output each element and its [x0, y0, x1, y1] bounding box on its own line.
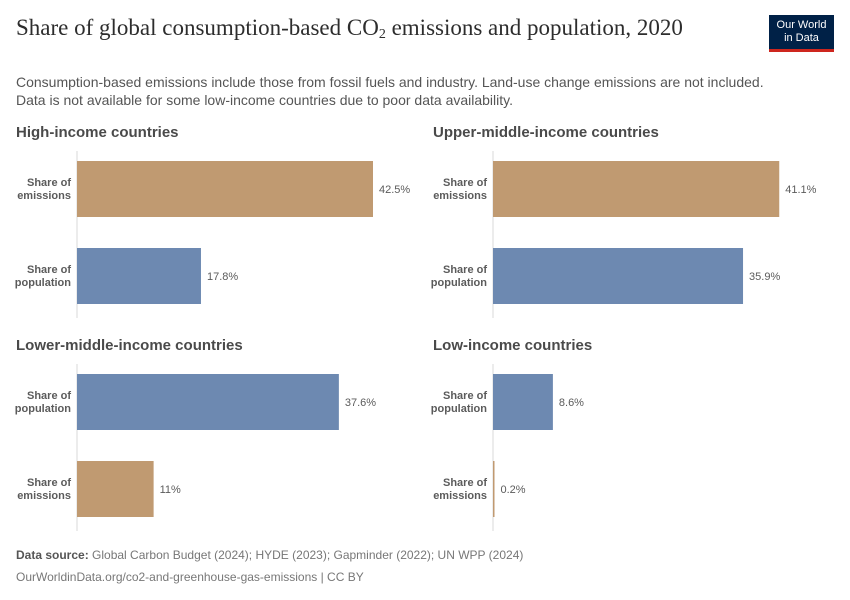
- chart-title: Share of global consumption-based CO2 em…: [16, 14, 716, 49]
- footer-url[interactable]: OurWorldinData.org/co2-and-greenhouse-ga…: [16, 570, 364, 584]
- value-label: 37.6%: [345, 397, 376, 409]
- category-label: Share of emissions: [433, 177, 487, 202]
- value-label: 35.9%: [749, 271, 780, 283]
- subtitle-line-2: Data is not available for some low-incom…: [16, 92, 513, 108]
- category-label: Share of population: [15, 390, 72, 415]
- value-label: 17.8%: [207, 271, 238, 283]
- url-text[interactable]: OurWorldinData.org/co2-and-greenhouse-ga…: [16, 570, 364, 584]
- panel-title: High-income countries: [16, 124, 179, 141]
- bar-population[interactable]: [77, 374, 339, 430]
- bar-population[interactable]: [77, 248, 201, 304]
- title-main: Share of global consumption-based CO: [16, 15, 379, 40]
- value-label: 8.6%: [559, 397, 584, 409]
- value-label: 41.1%: [785, 184, 816, 196]
- value-label: 0.2%: [501, 484, 526, 496]
- panel-title: Upper-middle-income countries: [433, 124, 659, 141]
- panel-4: Low-income countries Share of population 8.…: [431, 337, 592, 531]
- title-rest: emissions and population, 2020: [385, 15, 683, 40]
- bar-emissions[interactable]: [77, 161, 373, 217]
- bar-emissions[interactable]: [493, 161, 780, 217]
- footer-source: Data source: Global Carbon Budget (2024)…: [16, 548, 523, 562]
- panel-2: Upper-middle-income countries Share of emi…: [431, 124, 817, 318]
- logo-line-2: in Data: [784, 32, 819, 44]
- category-label: Share of emissions: [17, 477, 71, 502]
- bar-emissions[interactable]: [77, 461, 154, 517]
- category-label: Share of emissions: [17, 177, 71, 202]
- category-label: Share of population: [431, 390, 488, 415]
- logo-line-1: Our World: [776, 19, 827, 31]
- value-label: 11%: [160, 484, 181, 496]
- bar-population[interactable]: [493, 248, 744, 304]
- title-subscript: 2: [378, 27, 386, 42]
- panel-title: Low-income countries: [433, 337, 592, 354]
- subtitle-line-1: Consumption-based emissions include thos…: [16, 74, 764, 90]
- panel-3: Lower-middle-income countries Share of pop…: [15, 337, 376, 531]
- value-label: 42.5%: [379, 184, 410, 196]
- category-label: Share of emissions: [433, 477, 487, 502]
- category-label: Share of population: [15, 264, 72, 289]
- category-label: Share of population: [431, 264, 488, 289]
- source-text: Global Carbon Budget (2024); HYDE (2023)…: [88, 548, 524, 562]
- bar-population[interactable]: [493, 374, 553, 430]
- panel-title: Lower-middle-income countries: [16, 337, 243, 354]
- chart-subtitle: Consumption-based emissions include thos…: [16, 73, 826, 109]
- bar-emissions[interactable]: [493, 461, 495, 517]
- panel-1: High-income countries Share of emissions 42…: [15, 124, 410, 318]
- source-label: Data source:: [16, 548, 89, 562]
- owid-logo[interactable]: Our World in Data: [769, 15, 834, 52]
